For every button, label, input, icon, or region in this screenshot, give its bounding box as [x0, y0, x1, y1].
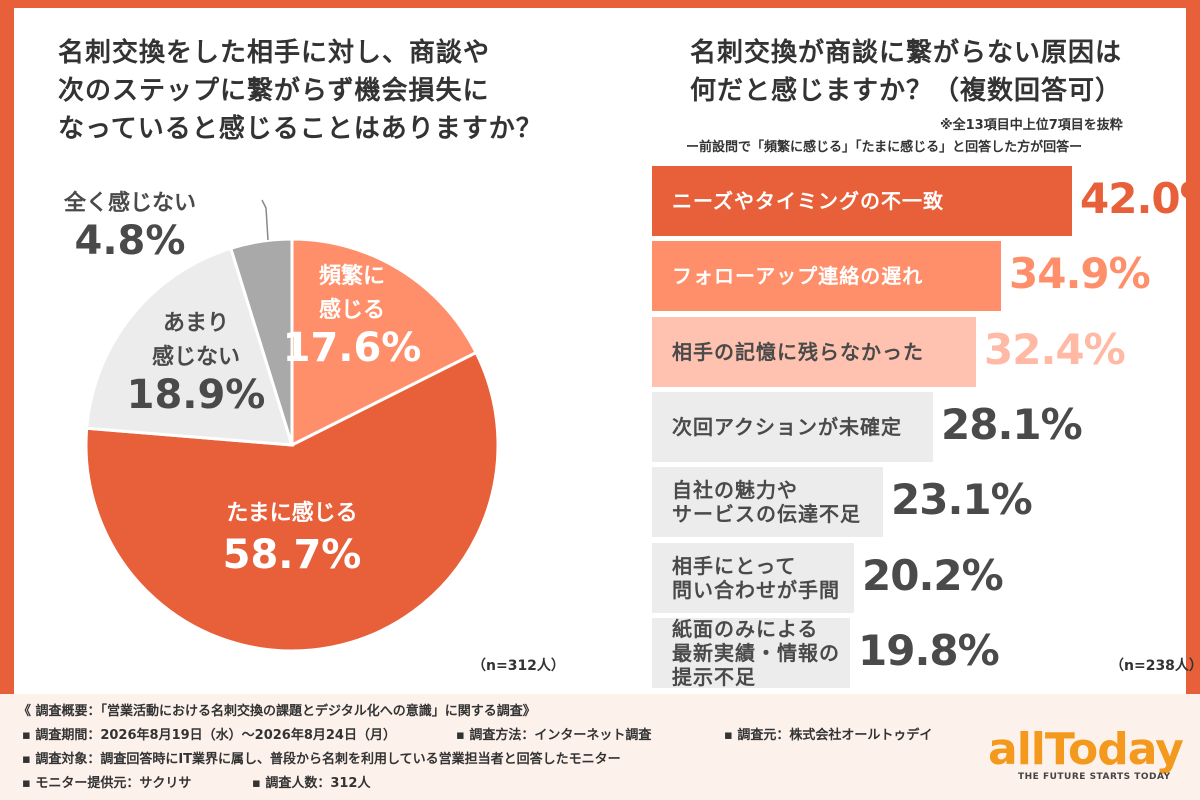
bar: フォローアップ連絡の遅れ	[652, 241, 1001, 312]
question-2-note: ※全13項目中上位7項目を抜粋	[940, 118, 1123, 133]
bar-value-label: 23.1%	[891, 475, 1033, 525]
bar-category-line: 相手の記憶に残らなかった	[672, 339, 924, 364]
bar-category-label: 相手の記憶に残らなかった	[672, 340, 924, 364]
pie-label-text: 感じる	[319, 297, 385, 323]
overview-heading: 《 調査概要：「営業活動における名刺交換の課題とデジタル化への意識」に関する調査…	[18, 704, 536, 719]
question-1-title-line: 次のステップに繋がらず機会損失に	[58, 76, 490, 106]
logo-wordmark: allToday	[988, 724, 1184, 775]
overview-source: ▪ 調査元：株式会社オールトゥデイ	[724, 728, 933, 743]
bar-value-label: 34.9%	[1009, 249, 1151, 299]
bar-value-label: 19.8%	[858, 625, 1000, 675]
overview-method: ▪ 調査方法：インターネット調査	[456, 728, 652, 743]
question-1-title-line: 名刺交換をした相手に対し、商談や	[58, 38, 491, 68]
bar-category-label: フォローアップ連絡の遅れ	[672, 264, 923, 288]
overview-target: ▪ 調査対象：調査回答時にIT業界に属し、普段から名刺を利用している営業担当者と…	[22, 752, 621, 767]
bar-category-label: ニーズやタイミングの不一致	[672, 189, 944, 213]
bar: 紙面のみによる 最新実績・情報の提示不足	[652, 617, 850, 689]
pie-label-text: 感じない	[152, 344, 240, 370]
bar: 次回アクションが未確定	[652, 391, 933, 462]
bar-category-line: 次回アクションが未確定	[672, 414, 902, 439]
pie-label-text: 全く感じない	[63, 190, 196, 216]
pie-value-label: 17.6%	[283, 325, 422, 371]
question-1-title-line: なっていると感じることはありますか？	[58, 114, 543, 144]
bar-category-line: 最新実績・情報の提示不足	[672, 640, 840, 689]
bar-category-label: 相手にとって 問い合わせが手間	[672, 554, 840, 602]
bar-category-label: 紙面のみによる 最新実績・情報の提示不足	[672, 617, 850, 689]
pie-leader-line	[261, 199, 269, 241]
question-2-title: 名刺交換が商談に繋がらない原因は 何だと感じますか？（複数回答可）	[690, 34, 1170, 110]
pie-label-text: 頻繁に	[319, 263, 385, 289]
bar: ニーズやタイミングの不一致	[652, 166, 1072, 236]
overview-provider: ▪ モニター提供元：サクリサ	[22, 776, 192, 791]
bar-category-line: 紙面のみによる	[672, 616, 819, 641]
bar-value-label: 32.4%	[984, 324, 1126, 374]
bar-category-line: 相手にとって	[672, 553, 797, 578]
pie-slice	[85, 246, 295, 447]
question-1-title: 名刺交換をした相手に対し、商談や 次のステップに繋がらず機会損失に なっていると…	[58, 34, 578, 148]
pie-value-label: 4.8%	[75, 218, 186, 264]
bar-value-label: 20.2%	[862, 550, 1004, 600]
question-2-subnote: ー前設問で「頻繁に感じる」「たまに感じる」と回答した方が回答ー	[686, 140, 1083, 155]
bar: 自社の魅力や サービスの伝達不足	[652, 467, 883, 538]
pie-slice-label: たまに感じる 58.7%	[223, 500, 362, 578]
question-2-title-line: 名刺交換が商談に繋がらない原因は	[690, 38, 1123, 68]
overview-count: ▪ 調査人数：312人	[252, 776, 371, 791]
pie-slice	[84, 350, 500, 653]
bar-category-line: フォローアップ連絡の遅れ	[672, 264, 924, 289]
pie-value-label: 58.7%	[223, 532, 362, 578]
pie-label-text: たまに感じる	[226, 500, 357, 526]
bar-value-label: 42.0%	[1080, 174, 1200, 223]
pie-label-text: あまり	[163, 311, 229, 336]
logo-tagline: THE FUTURE STARTS TODAY	[1018, 772, 1171, 782]
bar-category-line: ニーズやタイミングの不一致	[672, 189, 944, 213]
bar-category-line: サービスの伝達不足	[672, 502, 861, 527]
frame-border	[1186, 0, 1200, 694]
overview-period: ▪ 調査期間：2026年8月19日（水）〜2026年8月24日（月）	[22, 728, 396, 743]
pie-slice	[290, 237, 479, 448]
question-2-title-line: 何だと感じますか？（複数回答可）	[690, 76, 1123, 106]
bar-value-label: 28.1%	[941, 399, 1083, 449]
pie-value-label: 18.9%	[127, 372, 266, 418]
bar-sample-size: （n=238人）	[1110, 658, 1200, 674]
bar-category-line: 問い合わせが手間	[672, 577, 840, 602]
alltoday-logo: allToday THE FUTURE STARTS TODAY	[988, 724, 1184, 783]
bar: 相手の記憶に残らなかった	[652, 316, 976, 387]
bar-category-line: 自社の魅力や	[672, 478, 798, 503]
pie-sample-size: （n=312人）	[472, 658, 565, 674]
bar-category-label: 自社の魅力や サービスの伝達不足	[672, 478, 861, 526]
survey-overview: 《 調査概要：「営業活動における名刺交換の課題とデジタル化への意識」に関する調査…	[0, 694, 1200, 800]
bar: 相手にとって 問い合わせが手間	[652, 542, 854, 613]
pie-slice	[228, 237, 294, 446]
bar-category-label: 次回アクションが未確定	[672, 415, 902, 439]
